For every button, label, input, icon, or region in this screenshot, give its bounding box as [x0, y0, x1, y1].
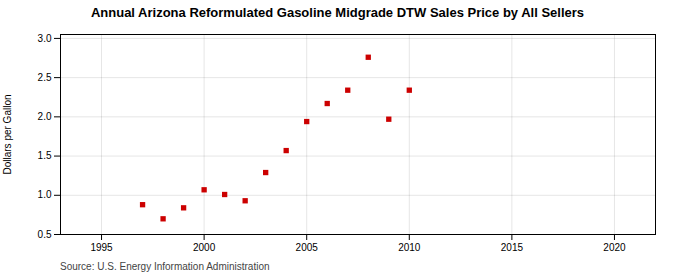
- svg-text:2015: 2015: [501, 242, 524, 253]
- svg-text:2.0: 2.0: [38, 111, 52, 122]
- html-text:Annual Arizona Reformulated Ga: Annual Arizona Reformulated Gasoline Mid…: [90, 5, 585, 20]
- svg-text:2010: 2010: [398, 242, 421, 253]
- html-text:Source: U.S. Energy Informatio: Source: U.S. Energy Information Administ…: [60, 261, 270, 272]
- svg-text:Dollars per Gallon: Dollars per Gallon: [2, 94, 13, 174]
- svg-text:2005: 2005: [296, 242, 319, 253]
- svg-text:3.0: 3.0: [38, 33, 52, 44]
- svg-text:1.0: 1.0: [38, 189, 52, 200]
- svg-text:1.5: 1.5: [38, 150, 52, 161]
- svg-text:2.5: 2.5: [38, 72, 52, 83]
- svg-text:2000: 2000: [193, 242, 216, 253]
- svg-text:0.5: 0.5: [38, 229, 52, 240]
- svg-text:1995: 1995: [90, 242, 113, 253]
- svg-text:2020: 2020: [603, 242, 626, 253]
